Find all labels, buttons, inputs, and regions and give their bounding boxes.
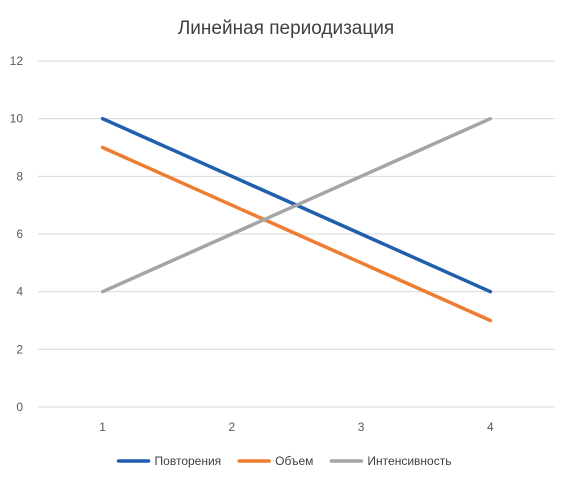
- x-tick-label: 3: [358, 420, 365, 434]
- x-tick-label: 2: [229, 420, 236, 434]
- x-axis-ticks: 1 2 3 4: [99, 420, 494, 434]
- y-axis-ticks: 0 2 4 6 8 10 12: [10, 54, 24, 414]
- y-tick-label: 6: [16, 227, 23, 241]
- gridlines: [38, 60, 555, 408]
- legend: Повторения Объем Интенсивность: [116, 454, 451, 468]
- chart-title: Линейная периодизация: [178, 18, 394, 39]
- y-tick-label: 2: [16, 342, 23, 356]
- series-line-Интенсивность: [100, 116, 493, 294]
- series-line-Объем: [100, 145, 493, 323]
- y-tick-label: 4: [16, 285, 23, 299]
- legend-item: Объем: [237, 454, 313, 468]
- x-tick-label: 4: [487, 420, 494, 434]
- legend-label: Повторения: [155, 454, 222, 468]
- y-tick-label: 12: [10, 54, 24, 68]
- legend-label: Интенсивность: [367, 454, 451, 468]
- legend-item: Интенсивность: [329, 454, 451, 468]
- series-lines: [100, 116, 493, 323]
- y-tick-label: 0: [16, 400, 23, 414]
- y-tick-label: 10: [10, 112, 24, 126]
- legend-label: Объем: [275, 454, 313, 468]
- x-tick-label: 1: [99, 420, 106, 434]
- legend-item: Повторения: [116, 454, 222, 468]
- y-tick-label: 8: [16, 169, 23, 183]
